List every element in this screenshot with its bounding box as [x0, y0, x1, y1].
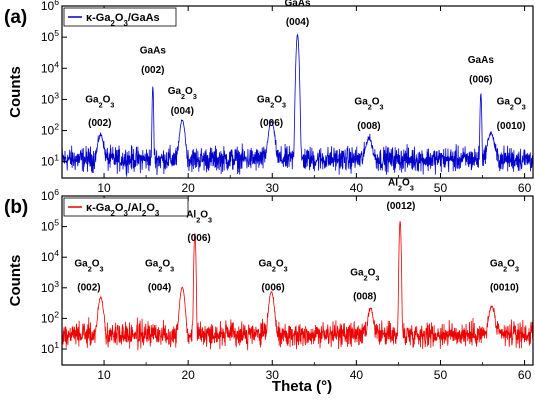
peak-phase-label: Ga2O3 — [168, 86, 197, 101]
panel-label: (a) — [4, 7, 27, 28]
peak-phase-label: Ga2O3 — [490, 258, 519, 273]
x-tick-label: 10 — [97, 181, 111, 195]
peak-index-label: (008) — [357, 121, 380, 132]
y-tick-label: 103 — [41, 90, 59, 106]
peak-phase-label: Ga2O3 — [350, 268, 379, 283]
peak-phase-label: Ga2O3 — [354, 96, 383, 111]
legend: κ-Ga2O3/GaAs — [63, 7, 177, 28]
y-tick-label: 102 — [41, 309, 59, 325]
peak-annotation: Ga2O3 (002) — [74, 258, 103, 293]
peak-annotation: GaAs (002) — [140, 45, 167, 76]
peak-index-label: (004) — [148, 282, 171, 293]
plot-frame — [61, 195, 534, 366]
x-tick-label: 20 — [181, 368, 195, 382]
peak-phase-label: Ga2O3 — [257, 94, 286, 109]
y-tick-label: 106 — [41, 0, 59, 13]
y-axis-title: Counts — [7, 66, 24, 118]
peak-phase-label: GaAs — [140, 45, 167, 56]
peak-phase-label: Ga2O3 — [259, 258, 288, 273]
peak-index-label: (0010) — [490, 282, 519, 293]
x-tick-label: 60 — [518, 368, 532, 382]
x-tick-label: 10 — [97, 368, 111, 382]
y-tick-label: 102 — [41, 122, 59, 138]
x-tick-label: 30 — [266, 368, 280, 382]
peak-annotation: Ga2O3 (0010) — [490, 258, 519, 293]
legend-entry: κ-Ga2O3/GaAs — [86, 12, 160, 28]
peak-phase-label: Al2O3 — [388, 178, 414, 193]
y-axis-title: Counts — [7, 255, 24, 307]
x-tick-label: 50 — [434, 181, 448, 195]
x-tick-label: 20 — [181, 181, 195, 195]
peak-phase-label: Ga2O3 — [145, 258, 174, 273]
peak-annotation: Ga2O3 (004) — [168, 86, 197, 117]
peak-index-label: (002) — [88, 118, 111, 129]
x-tick-label: 40 — [350, 368, 364, 382]
peak-index-label: (006) — [261, 282, 284, 293]
peak-annotation: Ga2O3 (006) — [259, 258, 288, 293]
peak-phase-label: Ga2O3 — [74, 258, 103, 273]
peak-phase-label: Ga2O3 — [85, 94, 114, 109]
peak-index-label: (006) — [260, 118, 283, 129]
legend: κ-Ga2O3/Al2O3 — [63, 197, 189, 218]
peak-index-label: (004) — [171, 106, 194, 117]
peak-index-label: (002) — [77, 282, 100, 293]
peak-index-label: (008) — [353, 292, 376, 303]
y-tick-label: 104 — [41, 248, 59, 264]
peak-phase-label: GaAs — [468, 55, 495, 66]
peak-index-label: (004) — [286, 17, 309, 28]
peak-phase-label: Ga2O3 — [497, 96, 526, 111]
peak-annotation: Ga2O3 (008) — [350, 268, 379, 303]
x-tick-label: 40 — [350, 181, 364, 195]
panel-b-chart: 10 20 30 40 50 60 101 102 103 104 105 106 (b) Counts κ… — [4, 178, 534, 382]
peak-annotation: Al2O3 (006) — [186, 209, 212, 243]
peak-index-label: (0012) — [386, 201, 415, 212]
peak-annotation: Ga2O3 (0010) — [497, 96, 526, 132]
peak-index-label: (006) — [187, 233, 210, 244]
peak-annotation: GaAs (006) — [468, 55, 495, 86]
y-tick-label: 105 — [41, 28, 59, 44]
y-tick-label: 101 — [41, 153, 59, 169]
panel-a-chart: 10 20 30 40 50 60 101 102 103 104 105 106 (a) Counts κ… — [4, 0, 534, 195]
legend-entry: κ-Ga2O3/Al2O3 — [86, 202, 160, 218]
y-tick-label: 106 — [41, 187, 59, 203]
peak-annotation: Ga2O3 (002) — [85, 94, 114, 129]
y-tick-label: 103 — [41, 279, 59, 295]
peak-phase-label: GaAs — [284, 0, 311, 9]
peak-annotation: GaAs (004) — [284, 0, 311, 28]
peak-annotation: Ga2O3 (006) — [257, 94, 286, 129]
x-tick-label: 30 — [266, 181, 280, 195]
x-tick-label: 50 — [434, 368, 448, 382]
x-tick-label: 60 — [518, 181, 532, 195]
x-axis-title: Theta (°) — [272, 378, 332, 395]
peak-annotation: Ga2O3 (004) — [145, 258, 174, 293]
y-tick-label: 105 — [41, 218, 59, 234]
peak-phase-label: Al2O3 — [186, 209, 212, 224]
y-tick-label: 101 — [41, 340, 59, 356]
spectrum-trace — [62, 33, 533, 177]
peak-index-label: (0010) — [497, 121, 526, 132]
plot-frame — [61, 5, 534, 179]
spectrum-trace — [62, 221, 533, 351]
peak-index-label: (002) — [141, 65, 164, 76]
peak-annotation: Al2O3 (0012) — [386, 178, 415, 212]
peak-annotation: Ga2O3 (008) — [354, 96, 383, 132]
panel-label: (b) — [4, 197, 28, 218]
y-tick-label: 104 — [41, 59, 59, 75]
peak-index-label: (006) — [469, 74, 492, 85]
